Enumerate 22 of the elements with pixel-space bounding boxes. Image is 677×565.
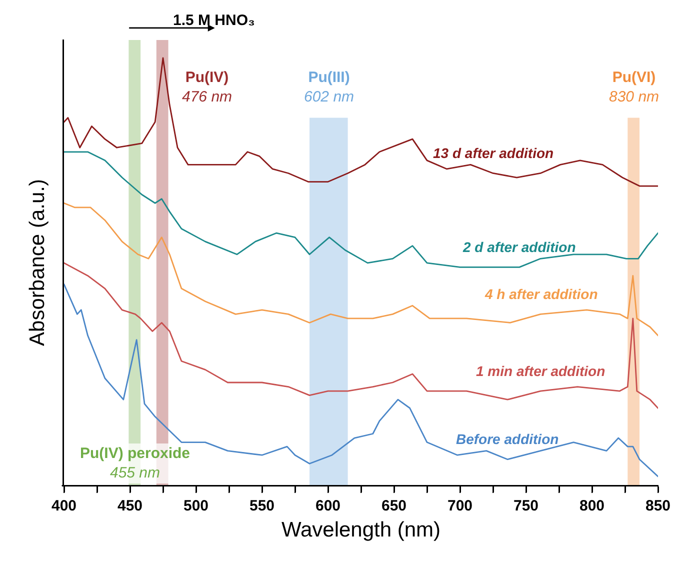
- x-tick-label: 550: [249, 498, 275, 514]
- x-tick-label: 450: [117, 498, 143, 514]
- x-tick-label: 750: [513, 498, 539, 514]
- x-tick-label: 500: [183, 498, 209, 514]
- x-tick-label: 850: [645, 498, 671, 514]
- band-label: Pu(VI) 830 nm: [609, 69, 660, 106]
- series-label: 4 h after addition: [484, 286, 598, 302]
- series-label: 2 d after addition: [462, 239, 576, 255]
- series-label: 13 d after addition: [433, 145, 554, 161]
- x-tick-label: 650: [381, 498, 407, 514]
- text: 1.5 M HNO₃: [173, 12, 256, 29]
- band-label: Pu(IV) peroxide 455 nm: [80, 445, 190, 482]
- x-axis-title: Wavelength (nm): [281, 518, 441, 542]
- series-label: 1 min after addition: [476, 363, 606, 379]
- y-axis-title: Absorbance (a.u.): [26, 179, 49, 346]
- band-label: Pu(III) 602 nm: [304, 69, 354, 106]
- x-tick-label: 800: [579, 498, 605, 514]
- x-tick-label: 700: [447, 498, 473, 514]
- band-label: Pu(IV) 476 nm: [182, 69, 232, 106]
- x-tick-label: 600: [315, 498, 341, 514]
- x-tick-label: 400: [51, 498, 77, 514]
- series-label: Before addition: [456, 431, 559, 447]
